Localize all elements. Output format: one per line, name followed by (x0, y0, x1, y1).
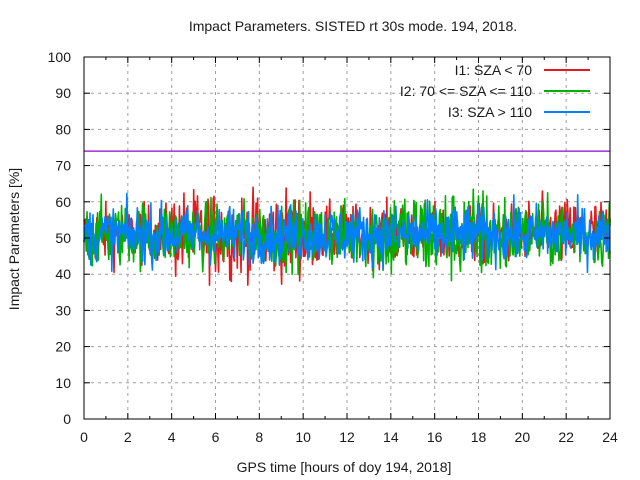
legend-label: I1: SZA < 70 (455, 62, 533, 78)
y-tick-label: 90 (55, 85, 71, 101)
x-tick-label: 20 (515, 429, 531, 445)
data-series (83, 186, 611, 286)
y-tick-label: 30 (55, 302, 71, 318)
x-tick-label: 4 (168, 429, 176, 445)
y-tick-label: 20 (55, 339, 71, 355)
x-tick-label: 10 (295, 429, 311, 445)
y-tick-label: 50 (55, 230, 71, 246)
x-tick-label: 22 (558, 429, 574, 445)
y-tick-labels: 0 10 20 30 40 50 60 70 80 90 100 (48, 49, 72, 427)
y-tick-label: 70 (55, 158, 71, 174)
y-tick-label: 60 (55, 194, 71, 210)
x-tick-label: 6 (212, 429, 220, 445)
x-tick-label: 0 (80, 429, 88, 445)
x-tick-label: 8 (255, 429, 263, 445)
x-tick-label: 14 (383, 429, 399, 445)
y-tick-label: 0 (63, 411, 71, 427)
y-tick-label: 10 (55, 375, 71, 391)
grid (84, 57, 610, 419)
y-tick-label: 100 (48, 49, 72, 65)
chart-title: Impact Parameters. SISTED rt 30s mode. 1… (189, 18, 517, 34)
legend-label: I3: SZA > 110 (448, 104, 532, 120)
x-tick-label: 18 (471, 429, 487, 445)
legend: I1: SZA < 70 I2: 70 <= SZA <= 110 I3: SZA … (400, 62, 590, 120)
y-axis-label: Impact Parameters [%] (6, 168, 22, 310)
x-tick-label: 16 (427, 429, 443, 445)
y-tick-label: 40 (55, 266, 71, 282)
x-tick-label: 12 (339, 429, 355, 445)
x-tick-label: 24 (602, 429, 618, 445)
ticks (83, 56, 611, 420)
x-tick-labels: 0 2 4 6 8 10 12 14 16 18 20 22 24 (80, 429, 618, 445)
x-axis-label: GPS time [hours of doy 194, 2018] (237, 459, 452, 475)
x-tick-label: 2 (124, 429, 132, 445)
legend-label: I2: 70 <= SZA <= 110 (400, 83, 532, 99)
series-line-3 (83, 192, 611, 274)
y-tick-label: 80 (55, 121, 71, 137)
